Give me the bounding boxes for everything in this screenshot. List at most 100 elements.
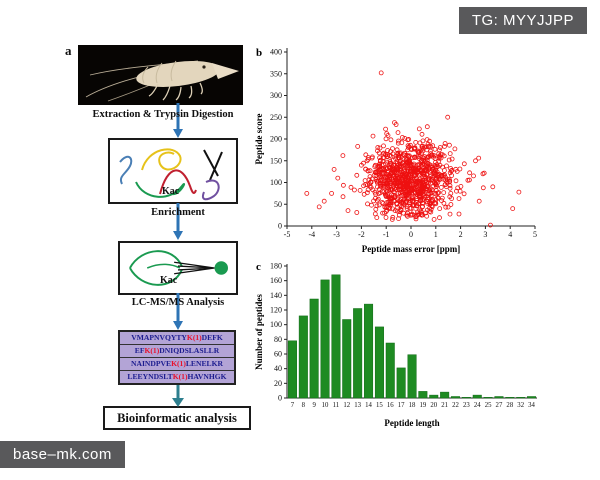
caption-enrichment: Enrichment xyxy=(151,207,205,218)
protein-squiggles xyxy=(119,148,223,201)
svg-text:34: 34 xyxy=(528,402,535,409)
protein-mixture-box: Kac xyxy=(108,138,238,204)
scatter-plot-peptide-mass-error: -5 -4 -3 -2 -1 0 1 2 3 4 5 0 50 100 150 200 250 300 350 400… xyxy=(253,38,545,261)
y-axis-label: Number of peptides xyxy=(254,294,264,370)
svg-text:28: 28 xyxy=(506,402,513,409)
panel-a-label: a xyxy=(65,43,72,58)
shrimp-illustration xyxy=(85,60,239,102)
acetyl-site: K(1) xyxy=(172,372,188,381)
watermark-bottom-left: base–mk.com xyxy=(0,441,125,468)
watermark-top-right: TG: MYYJJPP xyxy=(458,7,587,34)
svg-text:20: 20 xyxy=(274,379,282,388)
bead-dot xyxy=(214,261,228,275)
svg-text:60: 60 xyxy=(274,350,282,359)
svg-text:19: 19 xyxy=(419,402,426,409)
peptide-sequence-row: NAINDPVEK(1)LENELKR xyxy=(120,358,234,371)
enrichment-box: Kac xyxy=(118,241,238,295)
x-axis-label: Peptide length xyxy=(384,418,439,428)
acetyl-site: K(1) xyxy=(171,359,186,368)
axes xyxy=(284,48,536,229)
svg-text:2: 2 xyxy=(459,230,463,239)
svg-text:15: 15 xyxy=(376,402,383,409)
svg-text:21: 21 xyxy=(441,402,448,409)
svg-text:-1: -1 xyxy=(383,230,390,239)
svg-text:-3: -3 xyxy=(333,230,340,239)
svg-text:17: 17 xyxy=(398,402,405,409)
peptide-seq: DEFK xyxy=(201,333,223,342)
svg-text:100: 100 xyxy=(270,178,282,187)
enrichment-kac-label: Kac xyxy=(160,275,178,286)
svg-text:50: 50 xyxy=(274,200,282,209)
peptide-seq: HAVNHGK xyxy=(187,372,227,381)
bars xyxy=(287,274,537,399)
svg-text:350: 350 xyxy=(270,69,282,78)
panel-b-label: b xyxy=(256,47,262,59)
svg-text:22: 22 xyxy=(452,402,459,409)
svg-text:120: 120 xyxy=(270,306,282,315)
svg-text:4: 4 xyxy=(508,230,512,239)
svg-text:-5: -5 xyxy=(284,230,291,239)
svg-text:14: 14 xyxy=(365,402,372,409)
svg-text:20: 20 xyxy=(430,402,437,409)
acetyl-site: K(1) xyxy=(186,333,202,342)
shrimp-photo xyxy=(78,45,243,105)
svg-text:140: 140 xyxy=(270,291,282,300)
svg-text:24: 24 xyxy=(474,402,481,409)
svg-text:16: 16 xyxy=(387,402,394,409)
enrichment-funnel xyxy=(129,250,228,286)
svg-text:23: 23 xyxy=(463,402,470,409)
svg-text:300: 300 xyxy=(270,91,282,100)
peptide-seq: DNIQDSLASLLR xyxy=(159,346,220,355)
svg-text:9: 9 xyxy=(312,402,316,409)
bioinformatic-analysis-box: Bioinformatic analysis xyxy=(103,406,251,430)
acetyl-site: K(1) xyxy=(144,346,160,355)
protein-kac-label: Kac xyxy=(162,186,180,197)
peptide-sequence-row: EFK(1)DNIQDSLASLLR xyxy=(120,345,234,358)
svg-text:27: 27 xyxy=(496,402,503,409)
svg-text:5: 5 xyxy=(533,230,537,239)
svg-text:0: 0 xyxy=(278,222,282,231)
svg-text:40: 40 xyxy=(274,364,282,373)
svg-text:13: 13 xyxy=(354,402,361,409)
peptide-seq: LENELKR xyxy=(185,359,223,368)
down-arrow-4 xyxy=(172,385,184,407)
svg-text:25: 25 xyxy=(485,402,492,409)
peptide-seq: VMAPNVQYTY xyxy=(131,333,187,342)
svg-text:150: 150 xyxy=(270,156,282,165)
svg-text:100: 100 xyxy=(270,320,282,329)
svg-text:7: 7 xyxy=(291,402,295,409)
svg-text:0: 0 xyxy=(409,230,413,239)
peptide-sequence-row: VMAPNVQYTYK(1)DEFK xyxy=(120,332,234,345)
svg-text:1: 1 xyxy=(434,230,438,239)
down-arrow-3 xyxy=(173,293,183,330)
svg-text:250: 250 xyxy=(270,113,282,122)
svg-text:180: 180 xyxy=(270,262,282,271)
svg-text:11: 11 xyxy=(333,402,340,409)
svg-text:160: 160 xyxy=(270,276,282,285)
down-arrow-1 xyxy=(173,103,183,138)
x-tick-labels: 7 8 9 10 11 12 13 14 15 16 17 18 19 20 21 22 23 24 25 27 28 3… xyxy=(291,402,536,409)
x-axis-label: Peptide mass error [ppm] xyxy=(362,244,460,254)
down-arrow-2 xyxy=(173,203,183,240)
svg-text:200: 200 xyxy=(270,135,282,144)
caption-extraction-trypsin-digestion: Extraction & Trypsin Digestion xyxy=(92,109,234,120)
svg-text:10: 10 xyxy=(322,402,329,409)
y-axis-label: Peptide score xyxy=(254,113,264,164)
scatter-points xyxy=(304,70,522,228)
bar-chart-peptide-length: 0 20 40 60 80 100 120 140 160 180 7 8 9 10 11 12 13 14 15 1… xyxy=(253,256,545,439)
peptide-seq: EF xyxy=(134,346,145,355)
svg-text:-2: -2 xyxy=(358,230,365,239)
peptide-seq: NAINDPVE xyxy=(131,359,172,368)
peptide-sequence-row: LEEYNDSLTK(1)HAVNHGK xyxy=(120,371,234,383)
svg-text:3: 3 xyxy=(483,230,487,239)
svg-text:18: 18 xyxy=(409,402,416,409)
svg-text:12: 12 xyxy=(343,402,350,409)
peptide-seq: LEEYNDSLT xyxy=(127,372,173,381)
panel-c-label: c xyxy=(256,261,261,273)
svg-text:80: 80 xyxy=(274,335,282,344)
svg-text:32: 32 xyxy=(517,402,524,409)
caption-lcms-analysis: LC-MS/MS Analysis xyxy=(131,297,225,308)
svg-text:-4: -4 xyxy=(308,230,315,239)
